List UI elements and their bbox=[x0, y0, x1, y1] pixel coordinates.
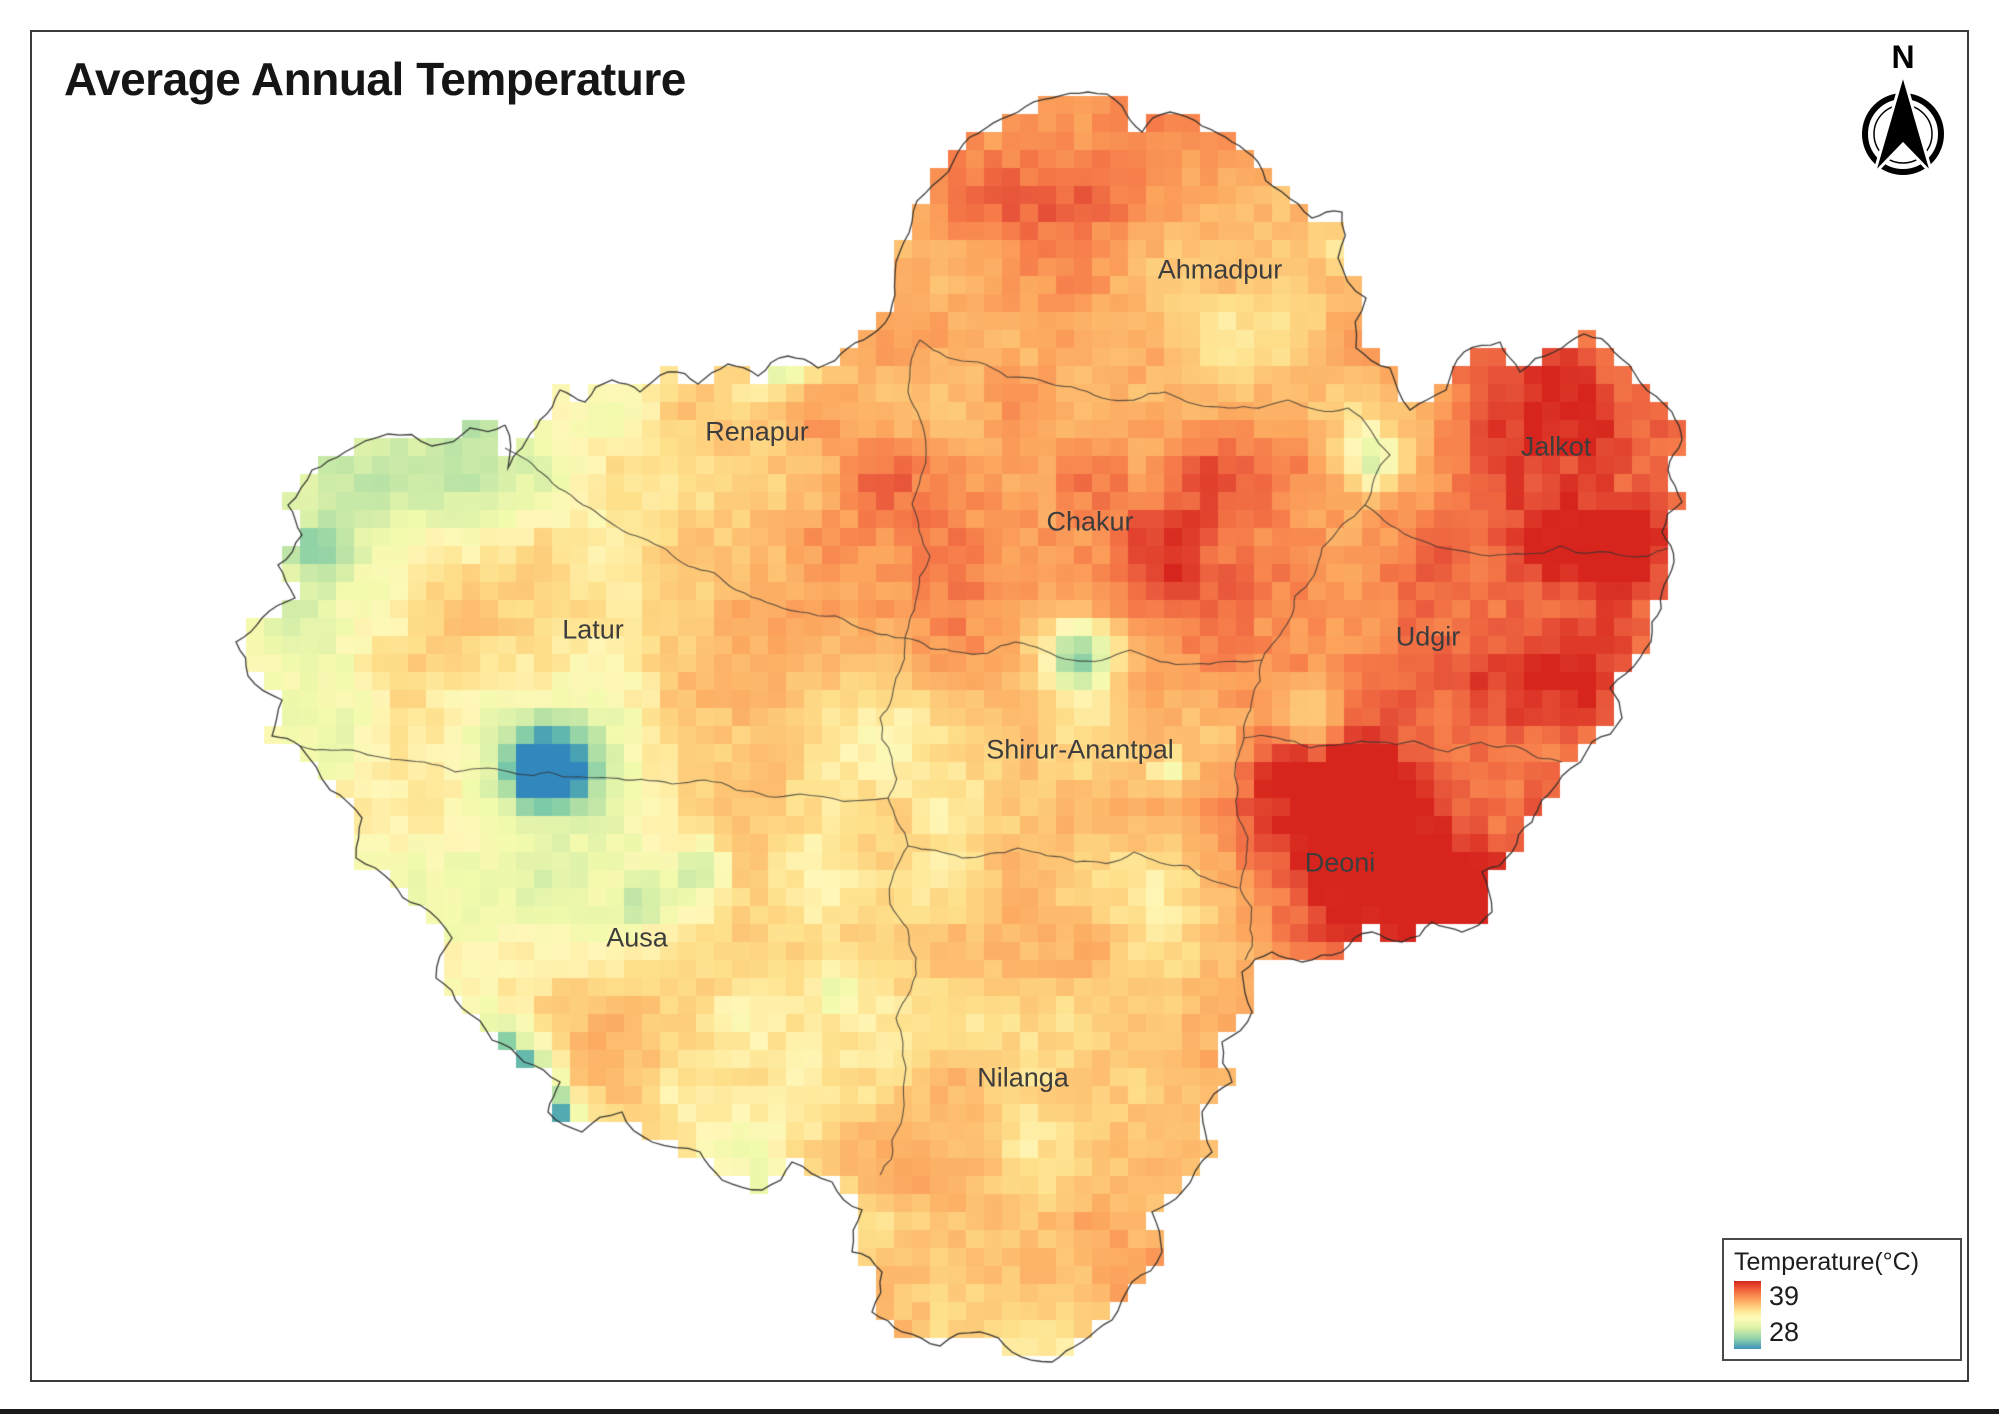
legend: Temperature(°C) 39 28 bbox=[1722, 1238, 1962, 1361]
compass-icon bbox=[1862, 68, 1944, 176]
region-label-udgir: Udgir bbox=[1395, 621, 1461, 652]
region-label-jalkot: Jalkot bbox=[1520, 431, 1592, 462]
region-label-ausa: Ausa bbox=[606, 922, 668, 953]
region-label-shirur-anantpal: Shirur-Anantpal bbox=[986, 734, 1174, 765]
legend-title: Temperature(°C) bbox=[1734, 1248, 1920, 1276]
region-label-renapur: Renapur bbox=[705, 416, 809, 447]
legend-max-value: 39 bbox=[1769, 1281, 1800, 1311]
north-label: N bbox=[1891, 39, 1915, 75]
region-label-latur: Latur bbox=[562, 614, 624, 645]
legend-min-value: 28 bbox=[1769, 1317, 1800, 1347]
legend-color-ramp bbox=[1734, 1281, 1761, 1349]
region-label-deoni: Deoni bbox=[1304, 847, 1376, 878]
map-title: Average Annual Temperature bbox=[64, 53, 686, 105]
page-bottom-rule bbox=[0, 1409, 1999, 1414]
north-arrow: N bbox=[1848, 39, 1958, 192]
region-label-nilanga: Nilanga bbox=[977, 1062, 1069, 1093]
region-label-chakur: Chakur bbox=[1046, 506, 1134, 537]
region-label-ahmadpur: Ahmadpur bbox=[1157, 254, 1283, 285]
